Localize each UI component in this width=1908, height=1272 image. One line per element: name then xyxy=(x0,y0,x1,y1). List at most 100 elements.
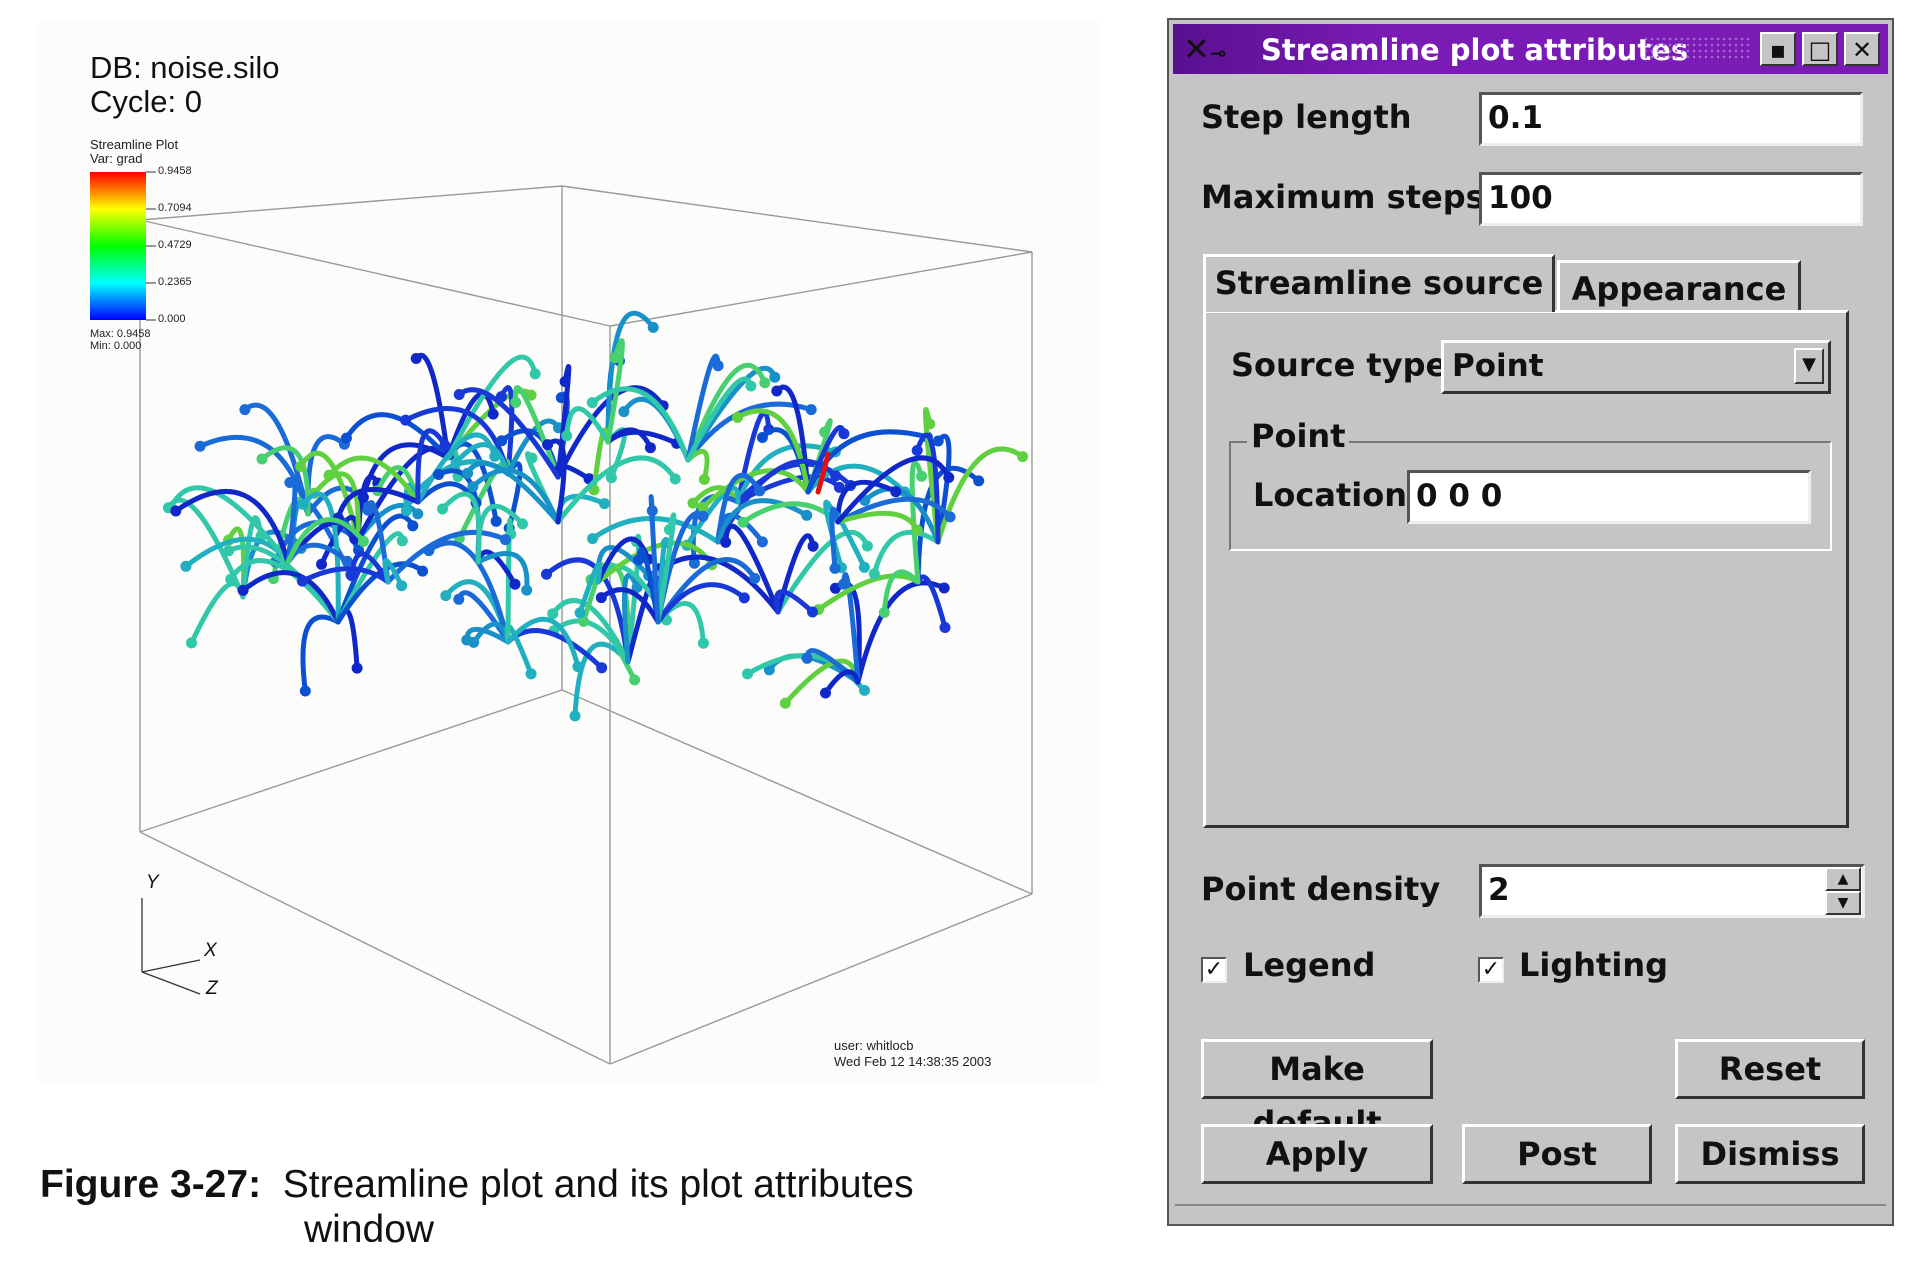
spin-up-icon[interactable]: ▲ xyxy=(1825,867,1861,891)
spin-down-icon[interactable]: ▼ xyxy=(1825,891,1861,915)
streamline xyxy=(715,498,810,545)
dismiss-button[interactable]: Dismiss xyxy=(1675,1124,1865,1184)
minimize-button[interactable]: ▪ xyxy=(1760,32,1796,66)
title-pattern xyxy=(1643,36,1750,62)
streamline-endpoint xyxy=(631,581,643,593)
source-type-select[interactable]: Point ▼ xyxy=(1441,340,1831,394)
streamline-endpoint xyxy=(340,432,352,444)
streamline xyxy=(300,491,341,625)
streamline xyxy=(415,432,498,505)
reset-button[interactable]: Reset xyxy=(1675,1039,1865,1099)
streamline-endpoint xyxy=(569,710,581,722)
streamline-endpoint xyxy=(578,615,590,627)
streamline-endpoint xyxy=(296,575,308,587)
streamline-endpoint xyxy=(239,404,251,416)
streamline-endpoint xyxy=(396,535,408,547)
lighting-checkbox[interactable]: ✓ xyxy=(1478,957,1504,983)
streamline-endpoint xyxy=(647,321,659,333)
pin-icon[interactable]: ⊸ xyxy=(1209,41,1227,65)
streamline-endpoint xyxy=(487,408,499,420)
post-button[interactable]: Post xyxy=(1462,1124,1652,1184)
streamline-endpoint xyxy=(299,685,311,697)
tab-appearance[interactable]: Appearance xyxy=(1557,260,1801,312)
streamline-endpoint xyxy=(358,535,369,547)
dropdown-arrow-icon[interactable]: ▼ xyxy=(1794,348,1824,384)
legend-label: Legend xyxy=(1243,946,1376,984)
streamline-endpoint xyxy=(756,536,768,548)
streamline-endpoint xyxy=(297,498,309,510)
legend-variable: Var: grad xyxy=(90,151,143,166)
streamline-endpoint xyxy=(284,477,296,488)
streamline-endpoint xyxy=(256,453,268,465)
streamline-endpoint xyxy=(295,461,307,472)
streamline xyxy=(475,551,530,593)
streamline xyxy=(242,402,311,517)
streamline xyxy=(871,529,941,577)
streamline-endpoint xyxy=(323,469,335,481)
streamline-endpoint xyxy=(807,606,818,618)
streamline xyxy=(685,353,721,463)
streamline-endpoint xyxy=(561,430,573,442)
title-bar[interactable]: ✕⊸ Streamline plot attributes ▪ □ ✕ xyxy=(1173,24,1888,74)
streamline-endpoint xyxy=(574,607,586,619)
streamline-endpoint xyxy=(547,608,559,620)
streamline-endpoint xyxy=(496,435,508,447)
streamline-endpoint xyxy=(186,637,197,649)
streamline-endpoint xyxy=(801,509,813,521)
streamline xyxy=(300,614,341,694)
bounding-box xyxy=(139,185,1033,1065)
streamline-endpoint xyxy=(609,352,621,364)
point-density-spinner[interactable]: ▲ ▼ xyxy=(1825,867,1861,915)
streamline-endpoint xyxy=(939,622,951,633)
streamline xyxy=(343,412,451,461)
location-input[interactable]: 0 0 0 xyxy=(1407,470,1811,524)
step-length-input[interactable]: 0.1 xyxy=(1479,92,1863,146)
streamline xyxy=(440,491,482,565)
legend-title: Streamline Plot xyxy=(90,137,179,152)
streamline-endpoint xyxy=(194,440,206,452)
user-label: user: whitlocb xyxy=(834,1038,914,1053)
caption-text: Streamline plot and its plot attributes xyxy=(282,1163,914,1206)
streamline-endpoint xyxy=(801,652,813,664)
x-window-logo-icon[interactable]: ✕⊸ xyxy=(1183,30,1227,68)
streamline-endpoint xyxy=(1017,451,1029,463)
point-density-input[interactable]: 2 xyxy=(1479,864,1865,918)
close-button[interactable]: ✕ xyxy=(1844,32,1880,66)
streamline-endpoint xyxy=(439,439,451,451)
streamline-endpoint xyxy=(341,555,353,567)
streamline xyxy=(598,587,661,625)
legend-checkbox[interactable]: ✓ xyxy=(1201,957,1227,983)
streamline-endpoint xyxy=(541,568,552,580)
streamline-endpoint xyxy=(916,470,928,482)
streamline-endpoint xyxy=(396,580,408,592)
maximum-steps-input[interactable]: 100 xyxy=(1479,172,1863,226)
make-default-button[interactable]: Make default xyxy=(1201,1039,1433,1142)
streamline-endpoint xyxy=(878,607,890,618)
streamline-endpoint xyxy=(663,524,675,536)
streamline xyxy=(914,432,941,545)
streamline xyxy=(605,310,656,445)
tab-streamline-source[interactable]: Streamline source xyxy=(1203,254,1555,312)
streamline-endpoint xyxy=(829,582,841,594)
streamline xyxy=(774,589,815,615)
cycle-label: Cycle: 0 xyxy=(90,84,202,119)
maximize-button[interactable]: □ xyxy=(1802,32,1838,66)
visualization-window[interactable]: DB: noise.silo Cycle: 0 Streamline Plot … xyxy=(38,22,1100,1082)
caption-label: Figure 3-27: xyxy=(40,1163,262,1206)
streamline-endpoint xyxy=(417,565,429,577)
streamline-endpoint xyxy=(911,445,923,456)
streamline xyxy=(453,442,511,477)
streamline xyxy=(835,496,953,525)
legend-tick-1: 0.7094 xyxy=(158,202,192,214)
streamline-endpoint xyxy=(433,469,445,480)
streamline-endpoint xyxy=(890,486,902,498)
streamline xyxy=(685,362,768,463)
streamline-endpoint xyxy=(633,554,645,566)
apply-button[interactable]: Apply xyxy=(1201,1124,1433,1184)
streamline-endpoint xyxy=(644,442,656,454)
streamline-endpoint xyxy=(819,426,831,438)
streamline-endpoint xyxy=(938,582,950,594)
streamline-endpoint xyxy=(400,505,412,517)
streamline-endpoint xyxy=(170,505,182,517)
streamline xyxy=(774,384,811,495)
